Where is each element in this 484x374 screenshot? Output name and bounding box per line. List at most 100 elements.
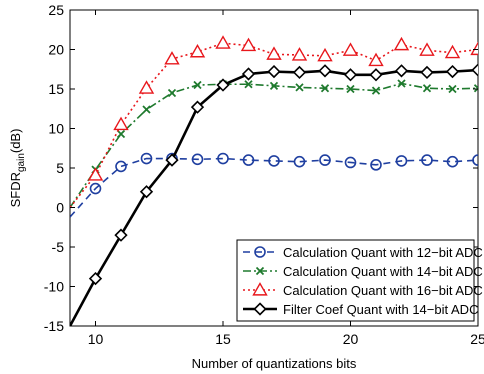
series-4 bbox=[70, 63, 478, 326]
data-point bbox=[116, 129, 126, 139]
legend-marker bbox=[253, 302, 267, 316]
data-point bbox=[371, 86, 381, 95]
data-point bbox=[422, 84, 432, 93]
data-point bbox=[267, 64, 281, 79]
series-3 bbox=[70, 35, 478, 208]
data-point bbox=[140, 152, 153, 165]
x-marker-stroke bbox=[244, 80, 253, 89]
data-point bbox=[421, 154, 433, 166]
legend-entry-label: Calculation Quant with 14−bit ADC bbox=[283, 264, 483, 279]
data-point bbox=[189, 43, 206, 58]
data-point bbox=[138, 80, 155, 94]
data-point bbox=[342, 42, 359, 56]
data-point bbox=[240, 37, 257, 52]
x-marker-stroke bbox=[448, 84, 457, 94]
y-axis-label-main: SFDR bbox=[8, 172, 23, 207]
y-tick-label: 25 bbox=[48, 2, 64, 18]
data-point bbox=[293, 155, 306, 168]
data-point bbox=[444, 44, 461, 59]
x-marker-stroke bbox=[167, 88, 177, 98]
data-point bbox=[320, 84, 330, 93]
data-point bbox=[317, 47, 333, 62]
data-point bbox=[420, 65, 434, 80]
x-marker-stroke bbox=[371, 86, 381, 95]
data-point bbox=[242, 154, 255, 166]
x-tick-label: 20 bbox=[343, 331, 359, 347]
data-point bbox=[269, 81, 279, 90]
data-point bbox=[292, 65, 307, 80]
series-layer bbox=[70, 35, 478, 326]
legend-marker bbox=[254, 246, 266, 258]
data-point bbox=[193, 80, 202, 90]
data-point bbox=[88, 271, 103, 286]
y-tick-label: 15 bbox=[48, 81, 64, 97]
legend-marker bbox=[252, 282, 268, 296]
legend-entry-label: Calculation Quant with 16−bit ADC bbox=[283, 283, 483, 298]
x-marker-stroke bbox=[320, 84, 330, 93]
data-point bbox=[291, 47, 308, 61]
data-point bbox=[446, 155, 459, 168]
data-point bbox=[473, 84, 478, 93]
data-point bbox=[295, 83, 304, 92]
data-point bbox=[395, 155, 408, 167]
y-axis-label: SFDRgain(dB) bbox=[8, 129, 27, 208]
data-point bbox=[448, 84, 457, 94]
data-point bbox=[142, 105, 151, 114]
y-tick-label: -5 bbox=[52, 239, 65, 255]
y-tick-label: 20 bbox=[48, 42, 64, 58]
data-point bbox=[164, 51, 180, 65]
data-point bbox=[216, 78, 230, 92]
y-tick-label: -10 bbox=[44, 279, 64, 295]
data-point bbox=[167, 88, 177, 98]
x-marker-stroke bbox=[346, 84, 355, 94]
x-marker-stroke bbox=[295, 83, 304, 92]
data-point bbox=[115, 160, 127, 173]
data-point bbox=[368, 52, 384, 67]
legend-entry-label: Calculation Quant with 12−bit ADC bbox=[283, 245, 483, 260]
data-point bbox=[139, 185, 154, 199]
x-axis-label: Number of quantizations bits bbox=[192, 356, 357, 371]
y-axis-label-unit: (dB) bbox=[8, 129, 23, 154]
legend-marker bbox=[255, 266, 265, 276]
data-point bbox=[346, 84, 355, 94]
data-point bbox=[470, 41, 478, 56]
data-point bbox=[394, 64, 409, 78]
data-point bbox=[215, 35, 231, 49]
x-marker-stroke bbox=[473, 86, 478, 93]
x-marker-stroke bbox=[422, 84, 432, 93]
x-tick-label: 25 bbox=[470, 331, 484, 347]
data-point bbox=[87, 167, 104, 181]
x-marker-stroke bbox=[142, 105, 151, 114]
x-marker-stroke bbox=[473, 84, 478, 90]
data-point bbox=[343, 68, 358, 82]
data-point bbox=[445, 64, 460, 79]
data-point bbox=[217, 152, 229, 165]
legend-entry-label: Filter Coef Quant with 14−bit ADC bbox=[283, 302, 478, 317]
data-point bbox=[370, 159, 382, 171]
y-axis-label-subscript: gain bbox=[16, 153, 27, 172]
data-point bbox=[244, 80, 253, 89]
data-point bbox=[268, 155, 280, 167]
data-point bbox=[191, 153, 204, 166]
data-point bbox=[190, 100, 205, 114]
x-marker-stroke bbox=[116, 129, 126, 139]
x-marker-stroke bbox=[193, 80, 202, 90]
y-tick-label: 0 bbox=[56, 200, 64, 216]
x-tick-label: 10 bbox=[88, 331, 104, 347]
data-point bbox=[266, 46, 282, 60]
x-tick-label: 15 bbox=[215, 331, 231, 347]
data-point bbox=[319, 154, 331, 166]
y-tick-label: 5 bbox=[56, 160, 64, 176]
y-tick-label: -15 bbox=[44, 318, 64, 334]
data-point bbox=[165, 153, 179, 167]
data-point bbox=[344, 156, 357, 169]
series-1 bbox=[70, 152, 478, 218]
data-point bbox=[471, 63, 478, 77]
x-marker-stroke bbox=[255, 266, 265, 276]
data-point bbox=[419, 42, 435, 56]
series-line bbox=[70, 157, 478, 218]
tick-layer: 10 15 20 25 -15 -10 -5 0 5 10 15 20 25 bbox=[44, 2, 484, 347]
data-point bbox=[393, 36, 410, 51]
y-tick-label: 10 bbox=[48, 121, 64, 137]
